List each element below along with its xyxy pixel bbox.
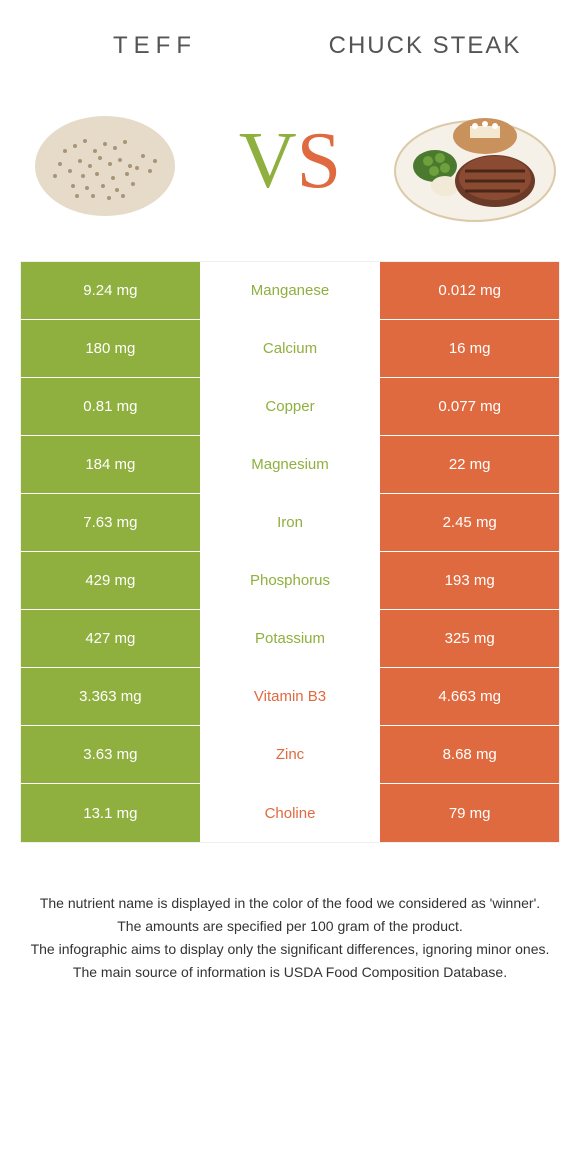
hero-row: VS: [0, 71, 580, 261]
right-value: 193 mg: [379, 552, 559, 609]
vs-label: VS: [239, 116, 341, 207]
table-row: 9.24 mgManganese0.012 mg: [21, 262, 559, 320]
vs-s: S: [297, 117, 342, 205]
nutrient-name: Choline: [201, 784, 380, 842]
table-row: 429 mgPhosphorus193 mg: [21, 552, 559, 610]
left-value: 0.81 mg: [21, 378, 201, 435]
footer-line: The infographic aims to display only the…: [30, 939, 550, 960]
left-value: 7.63 mg: [21, 494, 201, 551]
footer-notes: The nutrient name is displayed in the co…: [0, 843, 580, 1005]
teff-image: [20, 91, 190, 231]
left-value: 184 mg: [21, 436, 201, 493]
left-value: 429 mg: [21, 552, 201, 609]
nutrient-name: Zinc: [201, 726, 380, 783]
title-left: TEFF: [20, 30, 290, 61]
table-row: 180 mgCalcium16 mg: [21, 320, 559, 378]
table-row: 3.363 mgVitamin B34.663 mg: [21, 668, 559, 726]
nutrient-name: Copper: [201, 378, 380, 435]
footer-line: The amounts are specified per 100 gram o…: [30, 916, 550, 937]
table-row: 0.81 mgCopper0.077 mg: [21, 378, 559, 436]
left-value: 3.363 mg: [21, 668, 201, 725]
table-row: 7.63 mgIron2.45 mg: [21, 494, 559, 552]
right-value: 0.077 mg: [379, 378, 559, 435]
table-row: 13.1 mgCholine79 mg: [21, 784, 559, 842]
right-value: 325 mg: [379, 610, 559, 667]
nutrient-name: Vitamin B3: [201, 668, 380, 725]
title-right: CHUCK STEAK: [290, 30, 560, 61]
nutrient-name: Potassium: [201, 610, 380, 667]
right-value: 79 mg: [379, 784, 559, 842]
nutrient-table: 9.24 mgManganese0.012 mg180 mgCalcium16 …: [20, 261, 560, 843]
right-value: 2.45 mg: [379, 494, 559, 551]
vs-v: V: [239, 117, 297, 205]
left-value: 3.63 mg: [21, 726, 201, 783]
title-row: TEFF CHUCK STEAK: [0, 0, 580, 71]
left-value: 180 mg: [21, 320, 201, 377]
left-value: 9.24 mg: [21, 262, 201, 319]
right-value: 22 mg: [379, 436, 559, 493]
steak-image: [390, 91, 560, 231]
table-row: 427 mgPotassium325 mg: [21, 610, 559, 668]
right-value: 16 mg: [379, 320, 559, 377]
table-row: 3.63 mgZinc8.68 mg: [21, 726, 559, 784]
left-value: 13.1 mg: [21, 784, 201, 842]
left-value: 427 mg: [21, 610, 201, 667]
nutrient-name: Calcium: [201, 320, 380, 377]
footer-line: The nutrient name is displayed in the co…: [30, 893, 550, 914]
nutrient-name: Phosphorus: [201, 552, 380, 609]
nutrient-name: Magnesium: [201, 436, 380, 493]
right-value: 4.663 mg: [379, 668, 559, 725]
nutrient-name: Iron: [201, 494, 380, 551]
right-value: 8.68 mg: [379, 726, 559, 783]
right-value: 0.012 mg: [379, 262, 559, 319]
footer-line: The main source of information is USDA F…: [30, 962, 550, 983]
nutrient-name: Manganese: [201, 262, 380, 319]
table-row: 184 mgMagnesium22 mg: [21, 436, 559, 494]
